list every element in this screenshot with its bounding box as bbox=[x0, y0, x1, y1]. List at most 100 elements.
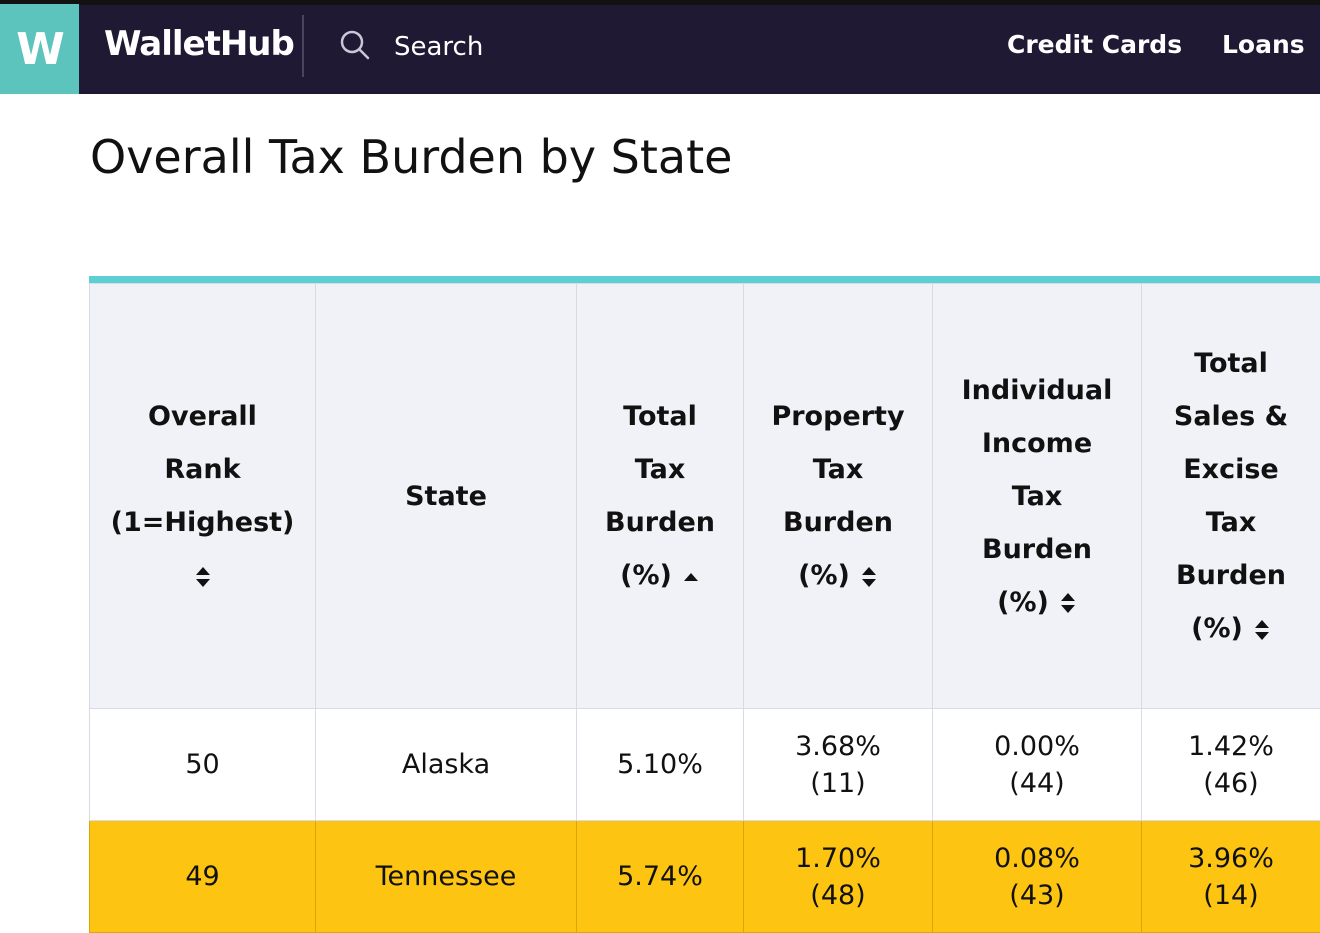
cell-total-tax: 5.10% bbox=[577, 709, 744, 821]
header-text: Property bbox=[771, 401, 904, 432]
cell-rank-sub: (44) bbox=[934, 765, 1140, 802]
cell-sales-tax: 3.96%(14) bbox=[1142, 821, 1320, 933]
header-line: Tax bbox=[748, 443, 928, 496]
table-accent-bar bbox=[89, 276, 1320, 283]
header-text: Burden bbox=[605, 507, 715, 538]
header-text: Tax bbox=[813, 454, 864, 485]
header-line: (%) bbox=[1146, 602, 1316, 655]
cell-rank-sub: (14) bbox=[1143, 877, 1319, 914]
header-line: (%) bbox=[581, 549, 739, 602]
header-line: (1=Highest) bbox=[94, 496, 311, 549]
cell-value: 5.10% bbox=[578, 746, 742, 783]
header-text: (%) bbox=[1191, 613, 1243, 644]
cell-rank: 50 bbox=[90, 709, 316, 821]
search-box[interactable]: Search bbox=[338, 28, 483, 66]
cell-value: 3.68% bbox=[745, 728, 931, 765]
cell-rank-sub: (48) bbox=[745, 877, 931, 914]
page-title: Overall Tax Burden by State bbox=[90, 130, 732, 184]
cell-property-tax: 1.70%(48) bbox=[744, 821, 933, 933]
cell-rank-sub: (46) bbox=[1143, 765, 1319, 802]
header-text: (%) bbox=[798, 560, 850, 591]
header-state: State bbox=[316, 284, 577, 709]
logo-letter: W bbox=[16, 24, 63, 75]
header-line: Total bbox=[1146, 337, 1316, 390]
header-property-tax-burden[interactable]: Property Tax Burden (%) bbox=[744, 284, 933, 709]
header-sales-excise-tax-burden[interactable]: Total Sales & Excise Tax Burden (%) bbox=[1142, 284, 1320, 709]
cell-income-tax: 0.08%(43) bbox=[933, 821, 1142, 933]
cell-value: 0.00% bbox=[934, 728, 1140, 765]
cell-value: 50 bbox=[91, 746, 314, 783]
header-overall-rank[interactable]: Overall Rank (1=Highest) bbox=[90, 284, 316, 709]
header-line: Burden bbox=[748, 496, 928, 549]
cell-income-tax: 0.00%(44) bbox=[933, 709, 1142, 821]
header-text: Tax bbox=[635, 454, 686, 485]
sort-ascending-icon[interactable] bbox=[682, 568, 700, 586]
header-text: Individual bbox=[962, 375, 1113, 406]
header-line: Tax bbox=[937, 470, 1137, 523]
header-text: (%) bbox=[620, 560, 672, 591]
header-total-tax-burden[interactable]: Total Tax Burden (%) bbox=[577, 284, 744, 709]
header-text: Total bbox=[623, 401, 697, 432]
cell-value: 5.74% bbox=[578, 858, 742, 895]
cell-value: 1.70% bbox=[745, 840, 931, 877]
header-line: Tax bbox=[1146, 496, 1316, 549]
cell-property-tax: 3.68%(11) bbox=[744, 709, 933, 821]
cell-state: Tennessee bbox=[316, 821, 577, 933]
header-text: Tax bbox=[1012, 481, 1063, 512]
header-line: State bbox=[320, 470, 572, 523]
top-navigation-bar: W WalletHub Search Credit Cards Loans bbox=[0, 0, 1320, 94]
header-text: Rank bbox=[164, 454, 240, 485]
header-line: Tax bbox=[581, 443, 739, 496]
sort-both-icon[interactable] bbox=[1253, 619, 1271, 641]
header-text: State bbox=[405, 481, 487, 512]
brand-name[interactable]: WalletHub bbox=[104, 24, 294, 64]
cell-sales-tax: 1.42%(46) bbox=[1142, 709, 1320, 821]
sort-both-icon[interactable] bbox=[1059, 592, 1077, 614]
search-placeholder[interactable]: Search bbox=[394, 32, 483, 62]
cell-rank-sub: (11) bbox=[745, 765, 931, 802]
header-text: Total bbox=[1194, 348, 1268, 379]
cell-value: 49 bbox=[91, 858, 314, 895]
header-text: Burden bbox=[982, 534, 1092, 565]
sort-both-icon[interactable] bbox=[194, 566, 212, 588]
header-income-tax-burden[interactable]: Individual Income Tax Burden (%) bbox=[933, 284, 1142, 709]
wallethub-logo-square[interactable]: W bbox=[0, 4, 79, 94]
header-text: Income bbox=[982, 428, 1092, 459]
header-text: Sales & bbox=[1174, 401, 1288, 432]
cell-value: 0.08% bbox=[934, 840, 1140, 877]
sort-both-icon[interactable] bbox=[860, 566, 878, 588]
header-text: Overall bbox=[148, 401, 257, 432]
header-text: Burden bbox=[783, 507, 893, 538]
nav-divider bbox=[302, 15, 304, 77]
cell-rank-sub: (43) bbox=[934, 877, 1140, 914]
header-text: (1=Highest) bbox=[111, 507, 295, 538]
header-text: (%) bbox=[997, 587, 1049, 618]
data-table: Overall Rank (1=Highest) State Total Tax Burde… bbox=[89, 283, 1320, 933]
header-line: Sales & bbox=[1146, 390, 1316, 443]
cell-value: Alaska bbox=[317, 746, 575, 783]
cell-rank: 49 bbox=[90, 821, 316, 933]
cell-value: Tennessee bbox=[317, 858, 575, 895]
header-line: (%) bbox=[748, 549, 928, 602]
header-line: Individual bbox=[937, 364, 1137, 417]
header-line: Excise bbox=[1146, 443, 1316, 496]
header-line: Burden bbox=[937, 523, 1137, 576]
header-text: Burden bbox=[1176, 560, 1286, 591]
nav-link-credit-cards[interactable]: Credit Cards bbox=[1007, 30, 1182, 59]
header-row: Overall Rank (1=Highest) State Total Tax Burde… bbox=[90, 284, 1320, 709]
cell-value: 1.42% bbox=[1143, 728, 1319, 765]
nav-link-loans[interactable]: Loans bbox=[1222, 30, 1305, 59]
cell-total-tax: 5.74% bbox=[577, 821, 744, 933]
nav-top-line bbox=[0, 0, 1320, 5]
header-line: Overall bbox=[94, 390, 311, 443]
header-line: Total bbox=[581, 390, 739, 443]
header-line: Rank bbox=[94, 443, 311, 496]
search-icon[interactable] bbox=[338, 28, 372, 66]
header-line: Burden bbox=[1146, 549, 1316, 602]
header-text: Excise bbox=[1183, 454, 1279, 485]
cell-value: 3.96% bbox=[1143, 840, 1319, 877]
header-line: (%) bbox=[937, 576, 1137, 629]
